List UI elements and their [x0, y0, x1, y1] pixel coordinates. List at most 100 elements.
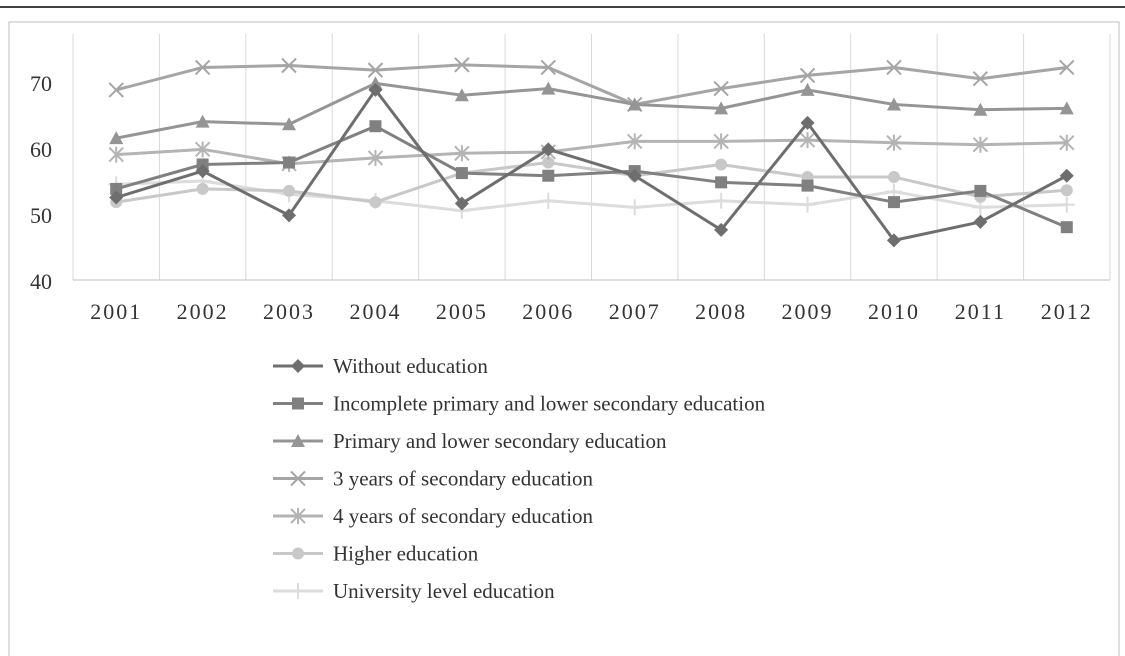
data-point	[454, 88, 469, 102]
data-point	[715, 176, 728, 189]
data-point	[713, 80, 729, 97]
x-tick-label: 2001	[90, 299, 142, 324]
legend-label: University level education	[333, 579, 555, 603]
data-point	[713, 192, 730, 209]
y-tick-label: 50	[30, 203, 52, 228]
x-tick-label: 2005	[436, 299, 488, 324]
data-point	[281, 57, 297, 74]
legend-marker	[292, 397, 304, 410]
data-point	[1058, 196, 1075, 213]
legend-label: Primary and lower secondary education	[333, 429, 667, 453]
data-point	[800, 115, 815, 130]
x-tick-label: 2012	[1041, 299, 1093, 324]
data-point	[283, 184, 296, 197]
data-point	[799, 132, 816, 149]
data-point	[1059, 168, 1074, 183]
data-point	[799, 67, 816, 84]
data-point	[368, 82, 383, 97]
y-tick-label: 40	[30, 269, 52, 294]
data-point	[1060, 221, 1073, 234]
data-point	[542, 169, 555, 182]
data-point	[972, 136, 989, 153]
data-point	[367, 62, 384, 78]
gridlines	[72, 34, 1111, 280]
data-point	[367, 149, 384, 166]
series-line	[115, 81, 1067, 140]
series-line	[115, 63, 1067, 106]
data-point	[627, 97, 642, 111]
data-point	[455, 167, 468, 180]
y-tick-label: 60	[30, 137, 52, 162]
data-point	[108, 146, 124, 163]
legend-item: 4 years of secondary education	[273, 504, 594, 528]
data-point	[369, 196, 382, 209]
data-point	[282, 117, 297, 131]
legend-item: Incomplete primary and lower secondary e…	[273, 392, 766, 416]
data-point	[713, 133, 729, 150]
data-point	[973, 102, 988, 116]
data-point	[627, 133, 643, 150]
data-point	[714, 222, 729, 237]
legend-marker	[290, 508, 306, 524]
x-tick-label: 2011	[955, 299, 1006, 324]
legend-marker	[290, 583, 306, 599]
data-point	[973, 214, 988, 229]
chart-area-border	[8, 21, 1120, 656]
data-point	[282, 208, 297, 223]
data-point	[886, 97, 901, 111]
data-point	[541, 81, 556, 95]
data-point	[887, 196, 900, 209]
x-tick-label: 2003	[263, 299, 315, 324]
legend-marker	[292, 547, 304, 560]
data-point	[972, 70, 989, 87]
data-point	[1059, 101, 1074, 115]
legend-marker	[291, 434, 305, 447]
x-tick-label: 2007	[609, 299, 661, 324]
data-point	[110, 182, 123, 195]
data-point	[801, 179, 814, 192]
legend-item: Higher education	[273, 542, 479, 566]
legend-item: 3 years of secondary education	[273, 467, 594, 491]
x-tick-label: 2004	[349, 299, 401, 324]
legend-item: University level education	[273, 579, 555, 603]
data-point	[1059, 59, 1075, 76]
data-point	[454, 57, 470, 73]
data-point	[109, 190, 124, 205]
y-tick-label: 70	[30, 71, 52, 96]
data-point	[886, 233, 901, 248]
series-5	[110, 156, 1073, 209]
legend-marker	[291, 359, 305, 373]
series-line	[115, 124, 1068, 229]
legend-marker	[290, 470, 306, 487]
data-point	[626, 199, 643, 216]
data-point	[540, 192, 557, 209]
series-0	[109, 82, 1074, 248]
legend-label: Without education	[333, 354, 488, 378]
legend-label: 4 years of secondary education	[333, 504, 594, 528]
data-point	[196, 182, 209, 195]
legend-label: Higher education	[333, 542, 479, 566]
y-tick-labels: 40 50 60 70	[30, 71, 52, 294]
data-point	[283, 156, 296, 169]
series-layer	[108, 57, 1075, 248]
data-point	[715, 158, 728, 171]
data-point	[627, 168, 642, 183]
x-tick-label: 2008	[695, 299, 747, 324]
legend-label: 3 years of secondary education	[333, 467, 594, 491]
series-2	[109, 76, 1074, 145]
data-point	[195, 114, 210, 128]
data-point	[195, 164, 210, 179]
data-point	[886, 134, 902, 151]
x-tick-label: 2009	[782, 299, 834, 324]
data-point	[714, 101, 729, 115]
x-tick-label: 2010	[868, 299, 920, 324]
series-line	[115, 161, 1067, 204]
data-point	[454, 196, 469, 211]
data-point	[886, 59, 902, 76]
data-point	[541, 142, 556, 157]
data-point	[1060, 184, 1073, 197]
data-point	[368, 76, 383, 90]
data-point	[799, 196, 816, 213]
data-point	[454, 145, 470, 162]
